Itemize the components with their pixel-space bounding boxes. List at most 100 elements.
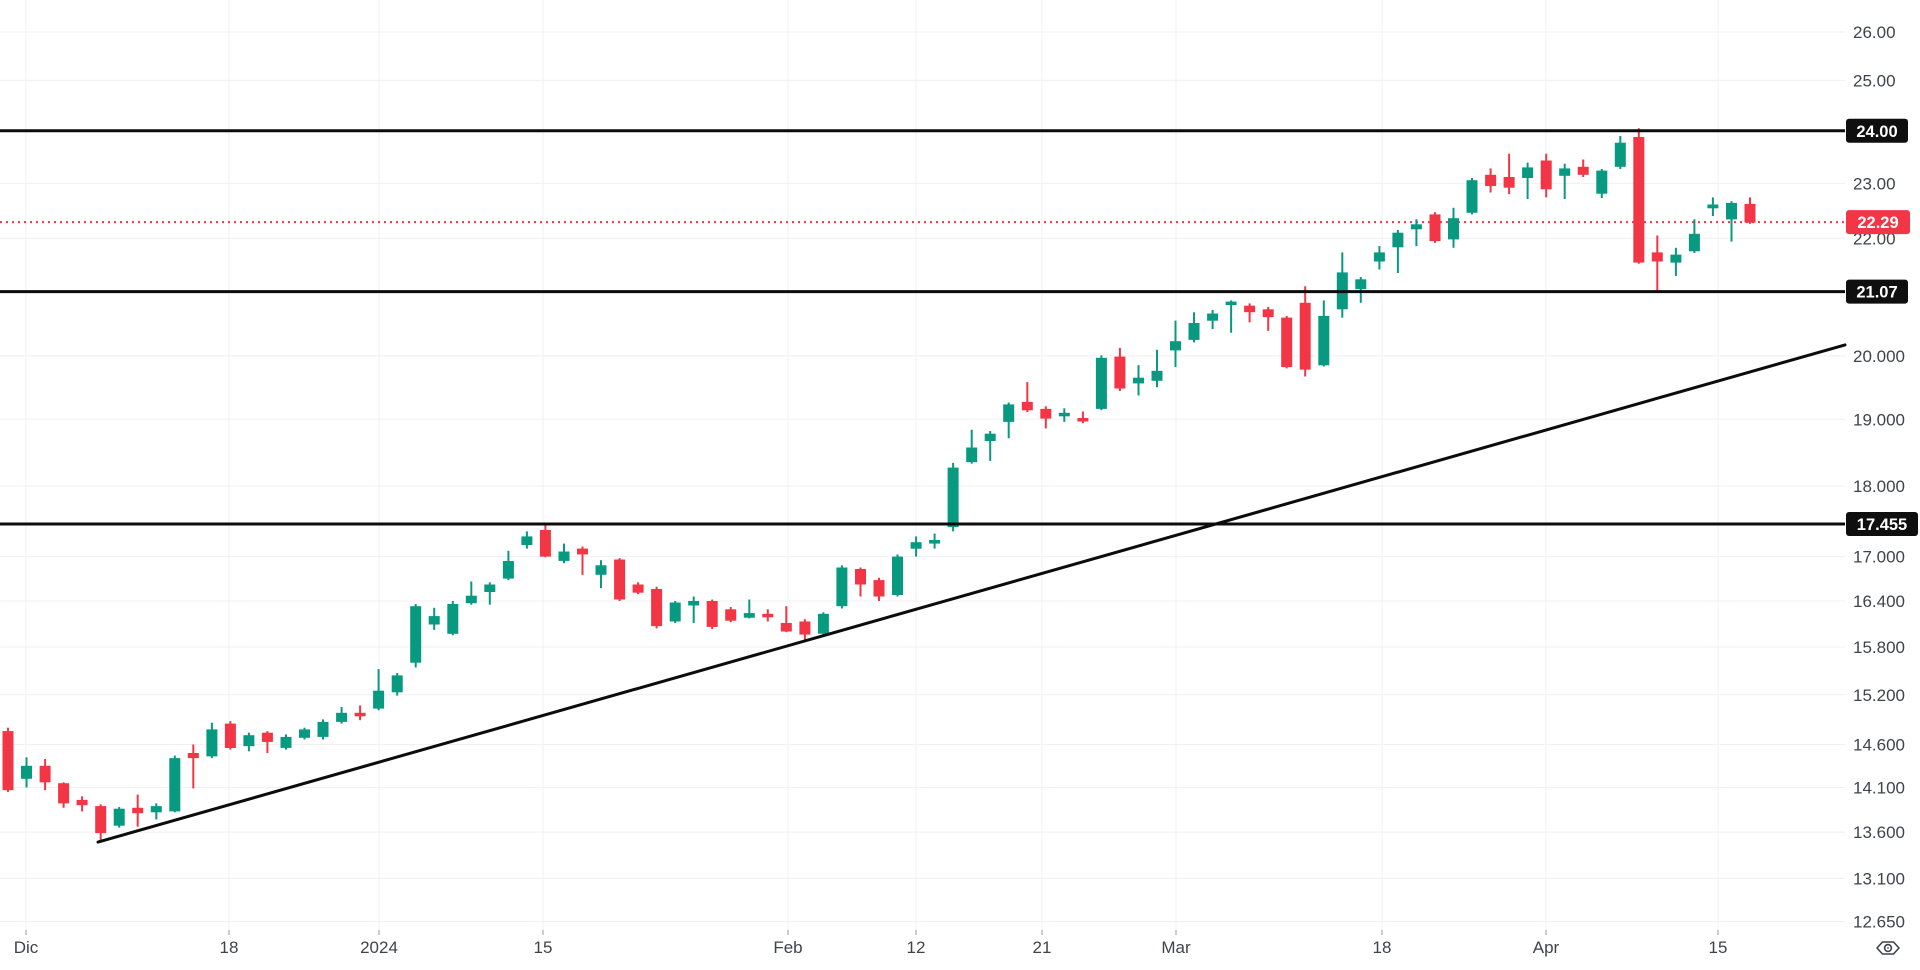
candle	[465, 581, 477, 605]
candle	[1058, 408, 1070, 422]
trendline[interactable]	[96, 343, 1847, 844]
candle	[1670, 247, 1682, 276]
candle	[1651, 235, 1663, 291]
candle-body-up	[1614, 142, 1626, 167]
price-axis-badge-label: 22.29	[1857, 214, 1898, 232]
candle	[21, 757, 32, 788]
time-axis[interactable]: Dic 18 2024 15 Feb 12 21 Mar 18 Apr 15	[14, 930, 1728, 957]
candle-body-down	[1114, 356, 1126, 389]
candle-body-up	[1170, 341, 1181, 351]
candle	[1188, 312, 1200, 343]
candle-body-up	[966, 447, 978, 463]
candle	[187, 744, 199, 789]
candle-body-down	[76, 799, 88, 806]
candle-body-down	[58, 783, 70, 804]
candle-body-up	[1726, 202, 1737, 220]
candle	[58, 782, 70, 808]
hexagon-eye-icon[interactable]	[1876, 941, 1900, 955]
candle	[651, 586, 663, 629]
candle-body-up	[280, 736, 292, 748]
candle	[558, 543, 570, 564]
candle	[1485, 168, 1497, 193]
candle-body-down	[632, 584, 644, 593]
candle-body-down	[2, 731, 14, 791]
candle-body-up	[1392, 232, 1404, 248]
candle	[984, 431, 996, 461]
candle-body-down	[132, 807, 144, 814]
candle	[910, 536, 922, 557]
candle-body-down	[799, 621, 811, 635]
time-axis-label: Dic	[14, 938, 39, 957]
candle-body-up	[1688, 233, 1700, 252]
candle-body-down	[706, 601, 718, 627]
candle-body-up	[1707, 204, 1719, 209]
candle-body-down	[1077, 418, 1089, 422]
candle-body-down	[1485, 174, 1497, 186]
candle	[1244, 303, 1256, 323]
candle-body-down	[577, 548, 588, 555]
candle	[1448, 207, 1459, 248]
candle-body-up	[1151, 370, 1163, 381]
candle-body-down	[261, 732, 273, 742]
candle	[261, 731, 273, 753]
candle	[1577, 159, 1589, 177]
candle	[1429, 212, 1441, 243]
candle-body-up	[1410, 224, 1422, 230]
candle-body-down	[95, 806, 107, 834]
candle	[391, 673, 403, 696]
candle-body-up	[391, 675, 403, 693]
time-axis-label: 18	[220, 938, 239, 957]
candle	[539, 522, 551, 558]
candle-body-up	[502, 561, 514, 579]
candle-body-up	[817, 613, 829, 634]
candle-body-up	[984, 433, 996, 441]
candle-body-up	[1058, 412, 1070, 417]
candle	[39, 759, 51, 791]
candle-body-up	[1522, 167, 1534, 178]
candle	[1392, 229, 1404, 273]
candle-body-up	[743, 613, 755, 618]
candle-body-up	[1188, 323, 1200, 340]
candle-body-down	[1021, 401, 1033, 411]
candle-body-up	[299, 729, 310, 738]
candle-body-up	[336, 712, 348, 722]
candle-body-up	[1207, 313, 1219, 321]
candle	[224, 721, 236, 750]
time-axis-label: 15	[1709, 938, 1728, 957]
candle-body-up	[1596, 170, 1608, 194]
time-axis-label: 18	[1373, 938, 1392, 957]
time-axis-label: Feb	[773, 938, 802, 957]
price-axis-label: 13.100	[1853, 869, 1905, 888]
price-axis[interactable]: 26.0025.0023.0022.0020.00019.00018.00017…	[1853, 23, 1905, 932]
candle-body-up	[113, 808, 125, 826]
candle	[1225, 300, 1237, 333]
candle-body-down	[39, 765, 51, 783]
price-axis-label: 14.600	[1853, 736, 1905, 755]
candle	[669, 601, 681, 623]
candle	[354, 705, 366, 721]
candle-body-up	[1670, 254, 1682, 263]
price-axis-badge: 17.455	[1846, 512, 1918, 536]
price-axis-label: 25.00	[1853, 71, 1896, 90]
candle	[688, 596, 700, 623]
candle	[95, 804, 107, 842]
candle-body-down	[1299, 302, 1311, 370]
candle	[1540, 153, 1552, 198]
time-axis-label: 21	[1033, 938, 1052, 957]
candle	[743, 599, 755, 619]
candle-body-up	[1133, 377, 1144, 384]
time-axis-label: 2024	[360, 938, 398, 957]
candle-body-up	[1003, 404, 1015, 422]
candle-body-down	[651, 589, 663, 627]
candle-body-up	[1318, 315, 1330, 366]
price-axis-badge: 22.29	[1846, 210, 1910, 235]
price-axis-label: 15.800	[1853, 638, 1905, 657]
candle	[113, 807, 125, 828]
candle	[521, 531, 533, 549]
candle-body-down	[1429, 214, 1441, 242]
candle-body-down	[187, 753, 199, 759]
candle	[1281, 315, 1293, 369]
candle	[1003, 402, 1015, 439]
candle	[1559, 163, 1571, 199]
